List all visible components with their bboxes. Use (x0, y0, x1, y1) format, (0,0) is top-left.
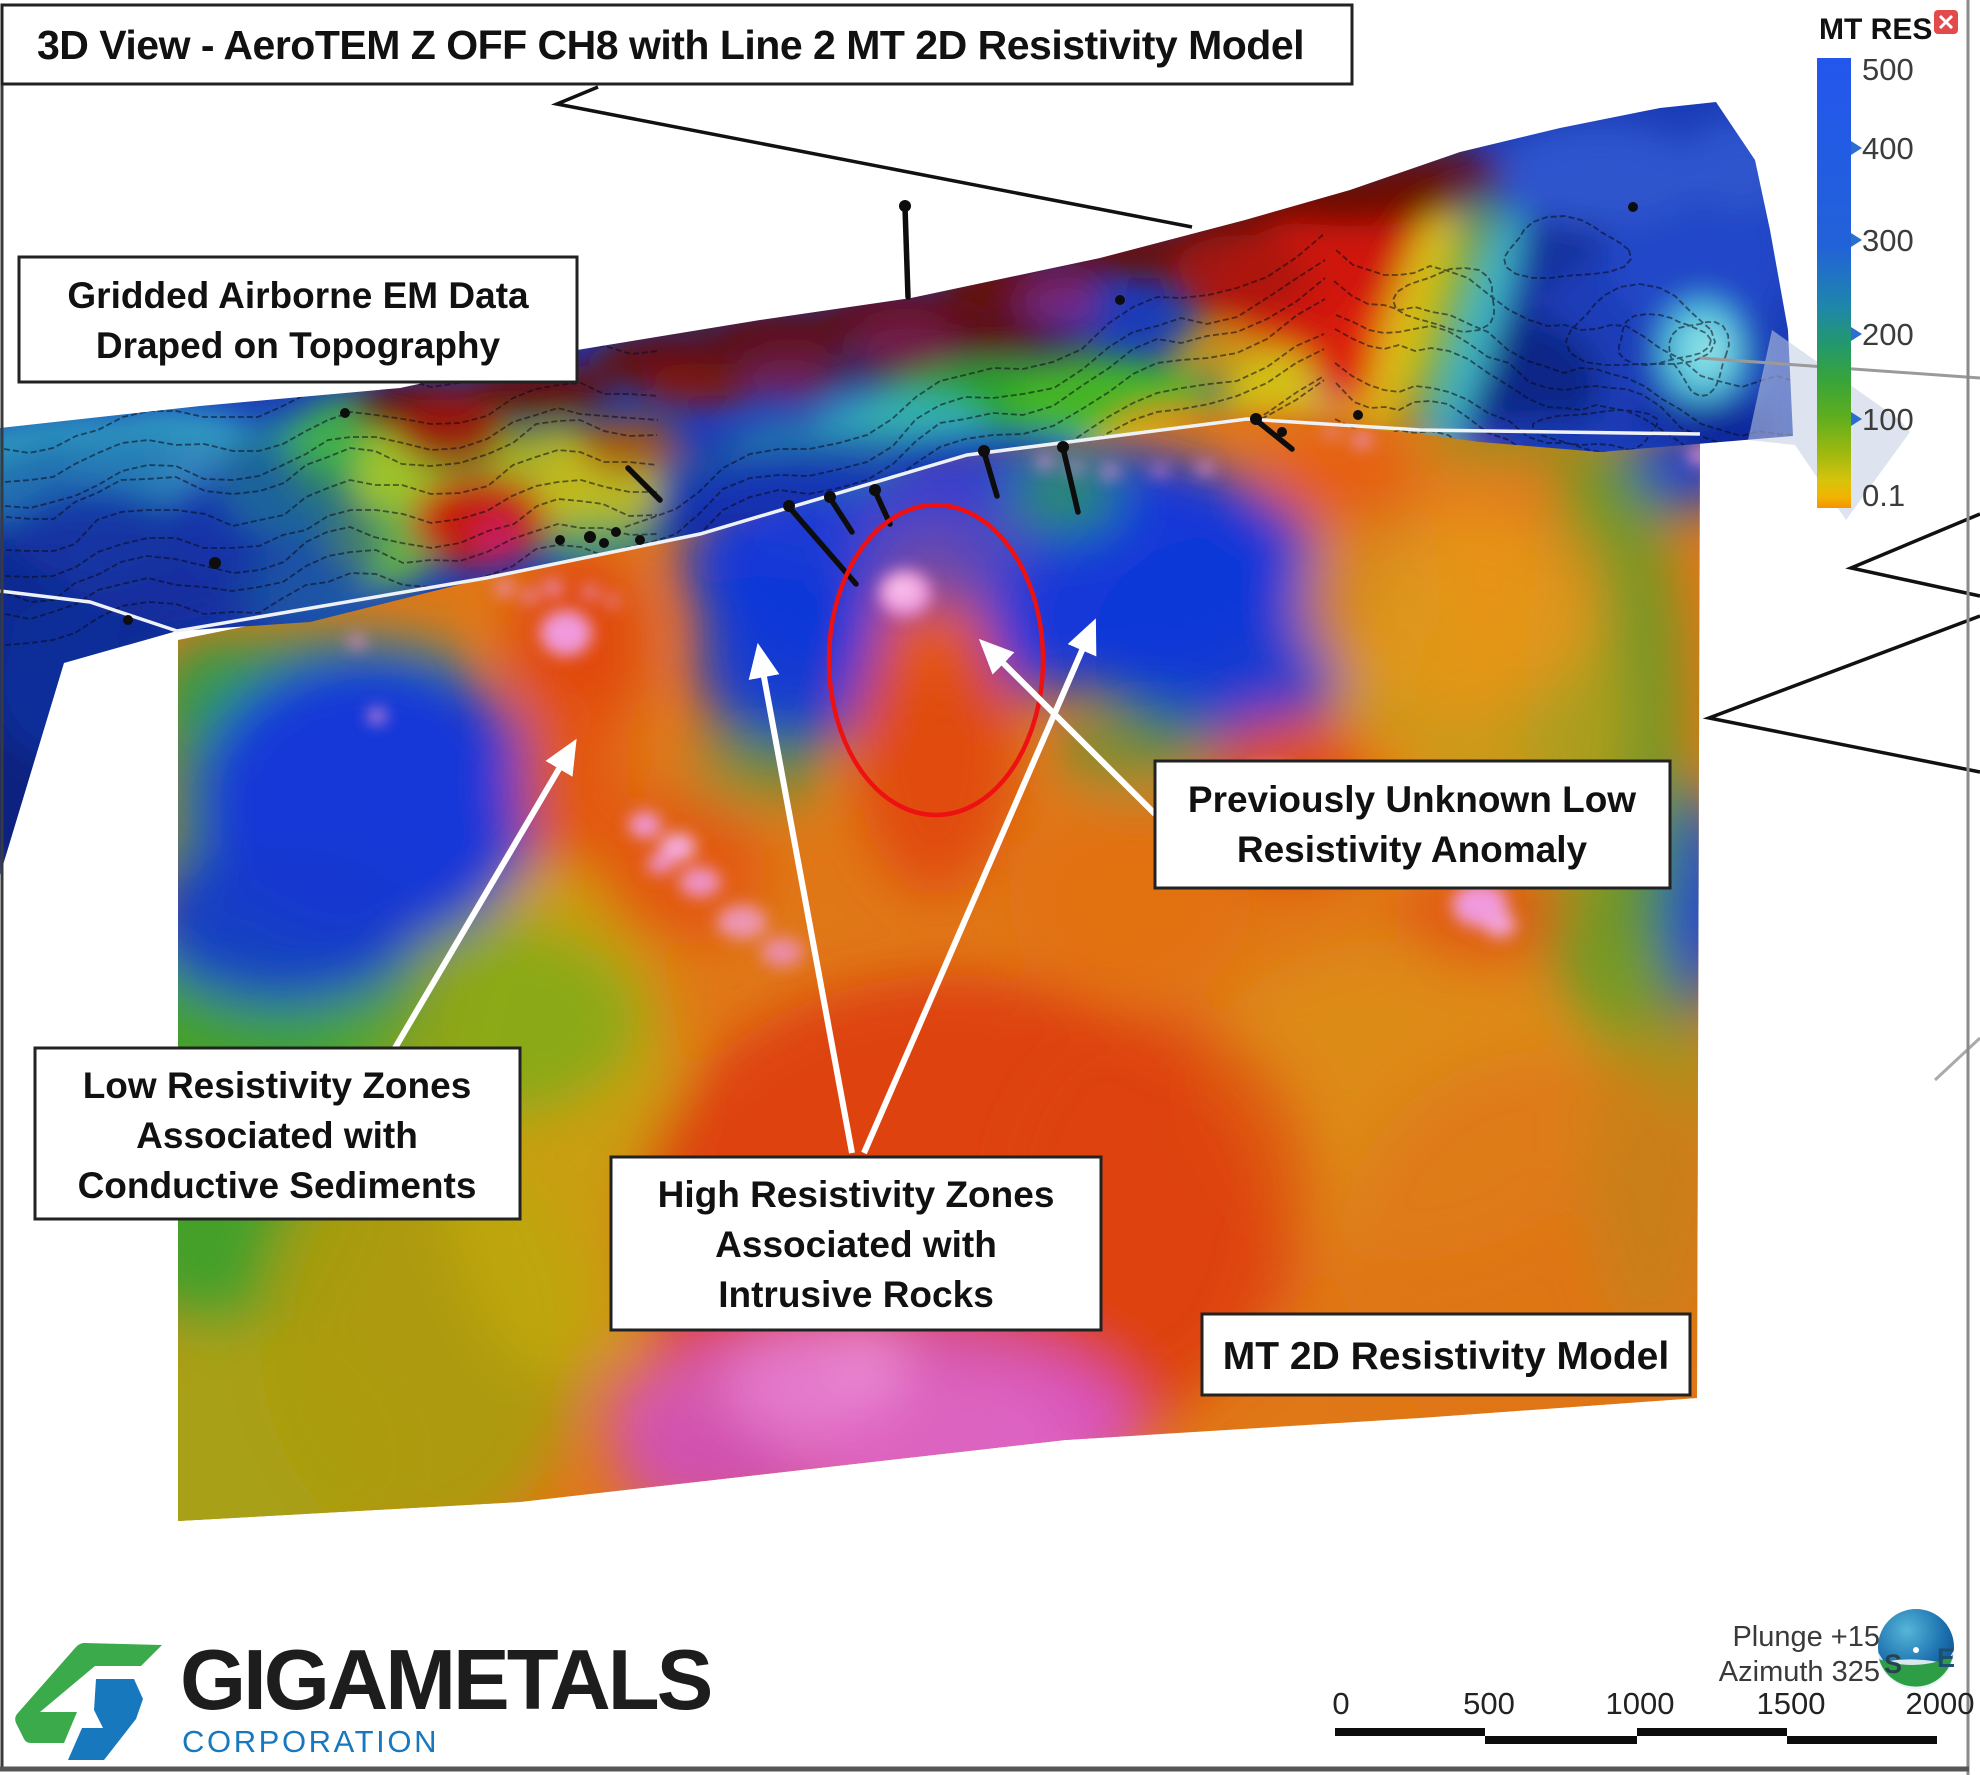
svg-text:0.1: 0.1 (1862, 478, 1905, 513)
svg-text:E: E (1937, 1643, 1955, 1673)
svg-text:MT 2D Resistivity Model: MT 2D Resistivity Model (1223, 1335, 1669, 1378)
svg-text:CORPORATION: CORPORATION (182, 1724, 439, 1759)
svg-text:300: 300 (1862, 223, 1914, 258)
svg-text:Gridded Airborne EM Data: Gridded Airborne EM Data (67, 275, 529, 316)
svg-text:Intrusive Rocks: Intrusive Rocks (718, 1274, 994, 1315)
svg-text:S: S (1884, 1649, 1902, 1679)
svg-text:Azimuth 325: Azimuth 325 (1719, 1656, 1880, 1688)
svg-text:Draped on Topography: Draped on Topography (96, 325, 501, 366)
svg-text:GIGAMETALS: GIGAMETALS (180, 1633, 711, 1728)
svg-text:400: 400 (1862, 131, 1914, 166)
svg-text:MT RES: MT RES (1819, 13, 1932, 46)
svg-text:Plunge +15: Plunge +15 (1732, 1621, 1880, 1653)
svg-text:3D View - AeroTEM Z OFF CH8 wi: 3D View - AeroTEM Z OFF CH8 with Line 2 … (37, 22, 1304, 68)
svg-text:1000: 1000 (1606, 1686, 1675, 1721)
svg-text:Conductive Sediments: Conductive Sediments (78, 1165, 477, 1206)
svg-text:Previously Unknown Low: Previously Unknown Low (1188, 779, 1636, 820)
svg-text:Associated with: Associated with (715, 1224, 997, 1265)
svg-text:200: 200 (1862, 317, 1914, 352)
svg-text:0: 0 (1332, 1686, 1349, 1721)
svg-text:High Resistivity Zones: High Resistivity Zones (658, 1174, 1055, 1215)
svg-text:Resistivity Anomaly: Resistivity Anomaly (1237, 829, 1588, 870)
svg-text:500: 500 (1862, 52, 1914, 87)
svg-text:2000: 2000 (1906, 1686, 1975, 1721)
svg-text:100: 100 (1862, 402, 1914, 437)
svg-text:Associated with: Associated with (136, 1115, 418, 1156)
svg-text:Low Resistivity Zones: Low Resistivity Zones (83, 1065, 472, 1106)
svg-text:1500: 1500 (1757, 1686, 1826, 1721)
svg-text:500: 500 (1463, 1686, 1515, 1721)
